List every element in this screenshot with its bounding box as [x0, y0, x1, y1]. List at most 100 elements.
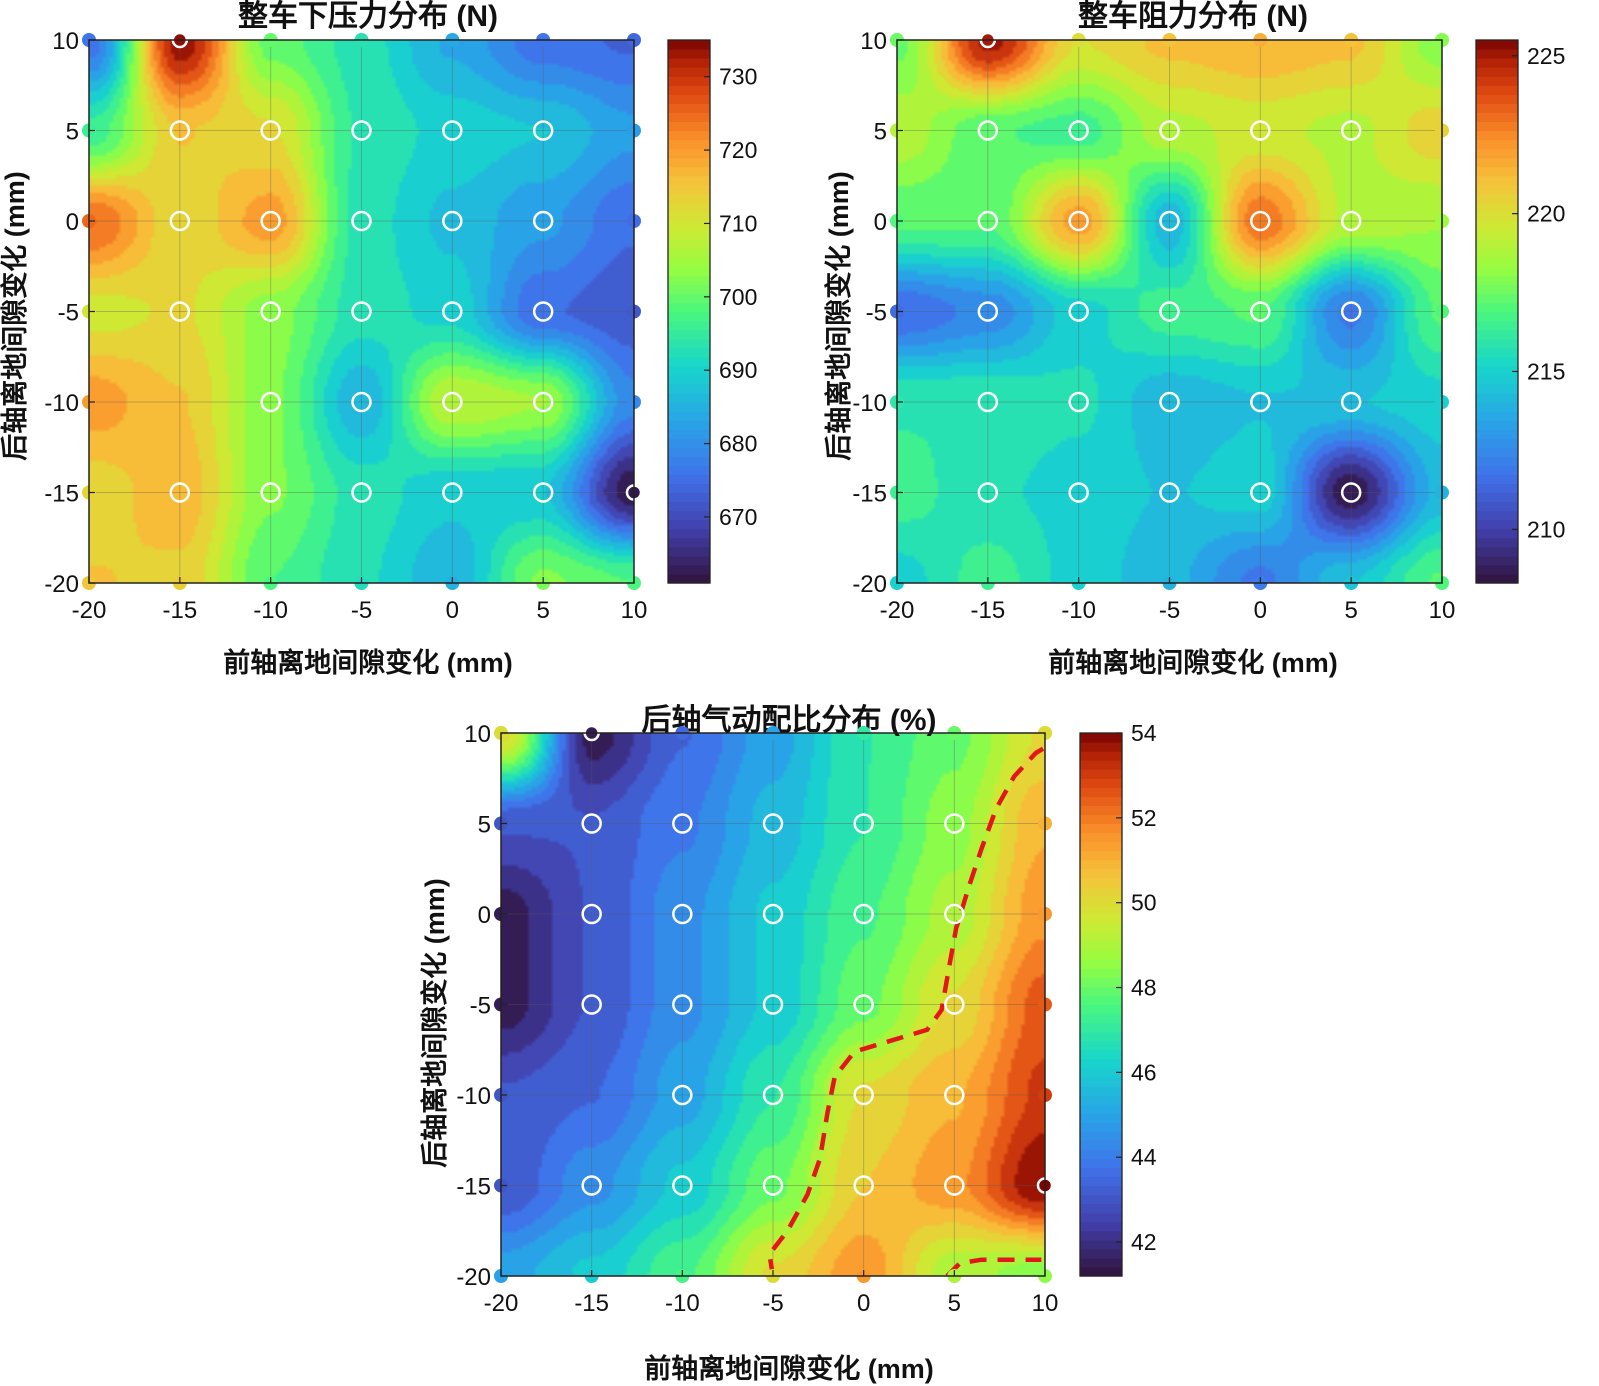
y-tick-label: 10	[464, 721, 491, 748]
data-point	[762, 903, 784, 925]
colorbar-tick-label: 44	[1131, 1144, 1157, 1170]
colorbar-segment	[668, 275, 710, 285]
data-point	[1340, 391, 1362, 413]
colorbar-segment	[1476, 510, 1518, 521]
colorbar-segment	[668, 438, 710, 448]
colorbar-segment	[1476, 94, 1518, 104]
data-point	[1250, 120, 1271, 141]
colorbar-segment	[1080, 1113, 1122, 1123]
colorbar-segment	[1080, 923, 1122, 933]
colorbar-segment	[1476, 202, 1518, 213]
data-point	[351, 301, 372, 322]
y-tick-label: -20	[456, 1264, 491, 1291]
data-point	[1340, 120, 1362, 141]
y-tick-label: -15	[44, 481, 79, 508]
y-tick-label: -20	[852, 571, 887, 598]
colorbar-segment	[1476, 284, 1518, 294]
x-tick-label: -15	[970, 597, 1005, 624]
colorbar-segment	[668, 492, 710, 503]
colorbar-segment	[1476, 483, 1518, 494]
data-point	[260, 210, 281, 232]
y-tick-label: -20	[44, 571, 79, 598]
data-point	[260, 120, 281, 141]
data-point	[1159, 301, 1180, 322]
data-point	[1159, 391, 1180, 413]
colorbar-segment	[668, 555, 710, 566]
drag-chart: 整车阻力分布 (N) 前轴离地间隙变化 (mm) 后轴离地间隙变化 (mm) -…	[823, 0, 1565, 678]
colorbar-tick-label: 710	[719, 210, 757, 236]
data-point	[581, 1175, 602, 1196]
colorbar-segment	[668, 121, 710, 132]
colorbar-segment	[1476, 528, 1518, 539]
colorbar-segment	[668, 465, 710, 475]
colorbar-segment	[668, 103, 710, 113]
colorbar-segment	[1080, 1095, 1122, 1105]
y-tick-label: -15	[852, 481, 887, 508]
colorbar-segment	[668, 320, 710, 331]
y-tick-label: 10	[860, 28, 887, 55]
colorbar-segment	[1080, 932, 1122, 942]
data-point	[944, 1175, 965, 1196]
colorbar-segment	[1476, 221, 1518, 231]
colorbar-segment	[1476, 492, 1518, 503]
y-axis-label: 后轴离地间隙变化 (mm)	[823, 171, 854, 461]
colorbar-segment	[1476, 49, 1518, 59]
colorbar-segment	[668, 420, 710, 430]
colorbar-segment	[1080, 914, 1122, 924]
data-point	[169, 301, 191, 322]
colorbar-segment	[1080, 1248, 1122, 1259]
data-point	[1340, 482, 1362, 503]
data-point	[1068, 210, 1089, 232]
colorbar-segment	[668, 202, 710, 213]
x-tick-label: 10	[621, 597, 648, 624]
y-axis-label: 后轴离地间隙变化 (mm)	[419, 878, 450, 1168]
colorbar-segment	[1080, 1013, 1122, 1024]
y-tick-label: 10	[52, 28, 79, 55]
data-point	[944, 813, 965, 834]
data-point	[977, 482, 999, 503]
data-point	[351, 210, 372, 232]
data-point	[532, 210, 554, 232]
colorbar-segment	[1476, 166, 1518, 177]
colorbar-segment	[1080, 959, 1122, 969]
data-point	[442, 391, 463, 413]
data-point	[1250, 210, 1271, 232]
data-point	[442, 120, 463, 141]
colorbar-segment	[668, 456, 710, 466]
colorbar-segment	[668, 528, 710, 539]
colorbar-segment	[668, 67, 710, 77]
colorbar-segment	[1080, 778, 1122, 788]
x-tick-label: 5	[948, 1290, 961, 1317]
colorbar-segment	[668, 392, 710, 403]
data-point	[1250, 391, 1271, 413]
colorbar-segment	[1476, 320, 1518, 331]
y-tick-label: -15	[456, 1174, 491, 1201]
colorbar-segment	[668, 429, 710, 439]
y-tick-label: -10	[44, 390, 79, 417]
data-point	[944, 1084, 965, 1106]
colorbar-segment	[1080, 796, 1122, 806]
colorbar-segment	[1476, 456, 1518, 466]
colorbar-segment	[1080, 1266, 1122, 1277]
colorbar-segment	[1476, 546, 1518, 557]
data-point	[442, 210, 463, 232]
data-point	[260, 301, 281, 322]
colorbar-segment	[1476, 175, 1518, 186]
colorbar-segment	[1080, 769, 1122, 779]
colorbar-tick-label: 54	[1131, 720, 1157, 746]
colorbar-segment	[1476, 374, 1518, 385]
contour-50-line	[767, 745, 1047, 1277]
colorbar-segment	[1080, 1031, 1122, 1042]
colorbar-segment	[1476, 157, 1518, 168]
colorbar-segment	[668, 546, 710, 557]
data-point	[1250, 301, 1271, 322]
colorbar-segment	[668, 211, 710, 222]
colorbar-segment	[1080, 1194, 1122, 1205]
colorbar-segment	[668, 338, 710, 349]
colorbar-segment	[1476, 420, 1518, 430]
x-tick-label: -10	[253, 597, 288, 624]
colorbar-segment	[1080, 1230, 1122, 1241]
y-tick-label: 5	[874, 119, 887, 146]
colorbar-segment	[1476, 411, 1518, 421]
colorbar-segment	[1476, 519, 1518, 530]
